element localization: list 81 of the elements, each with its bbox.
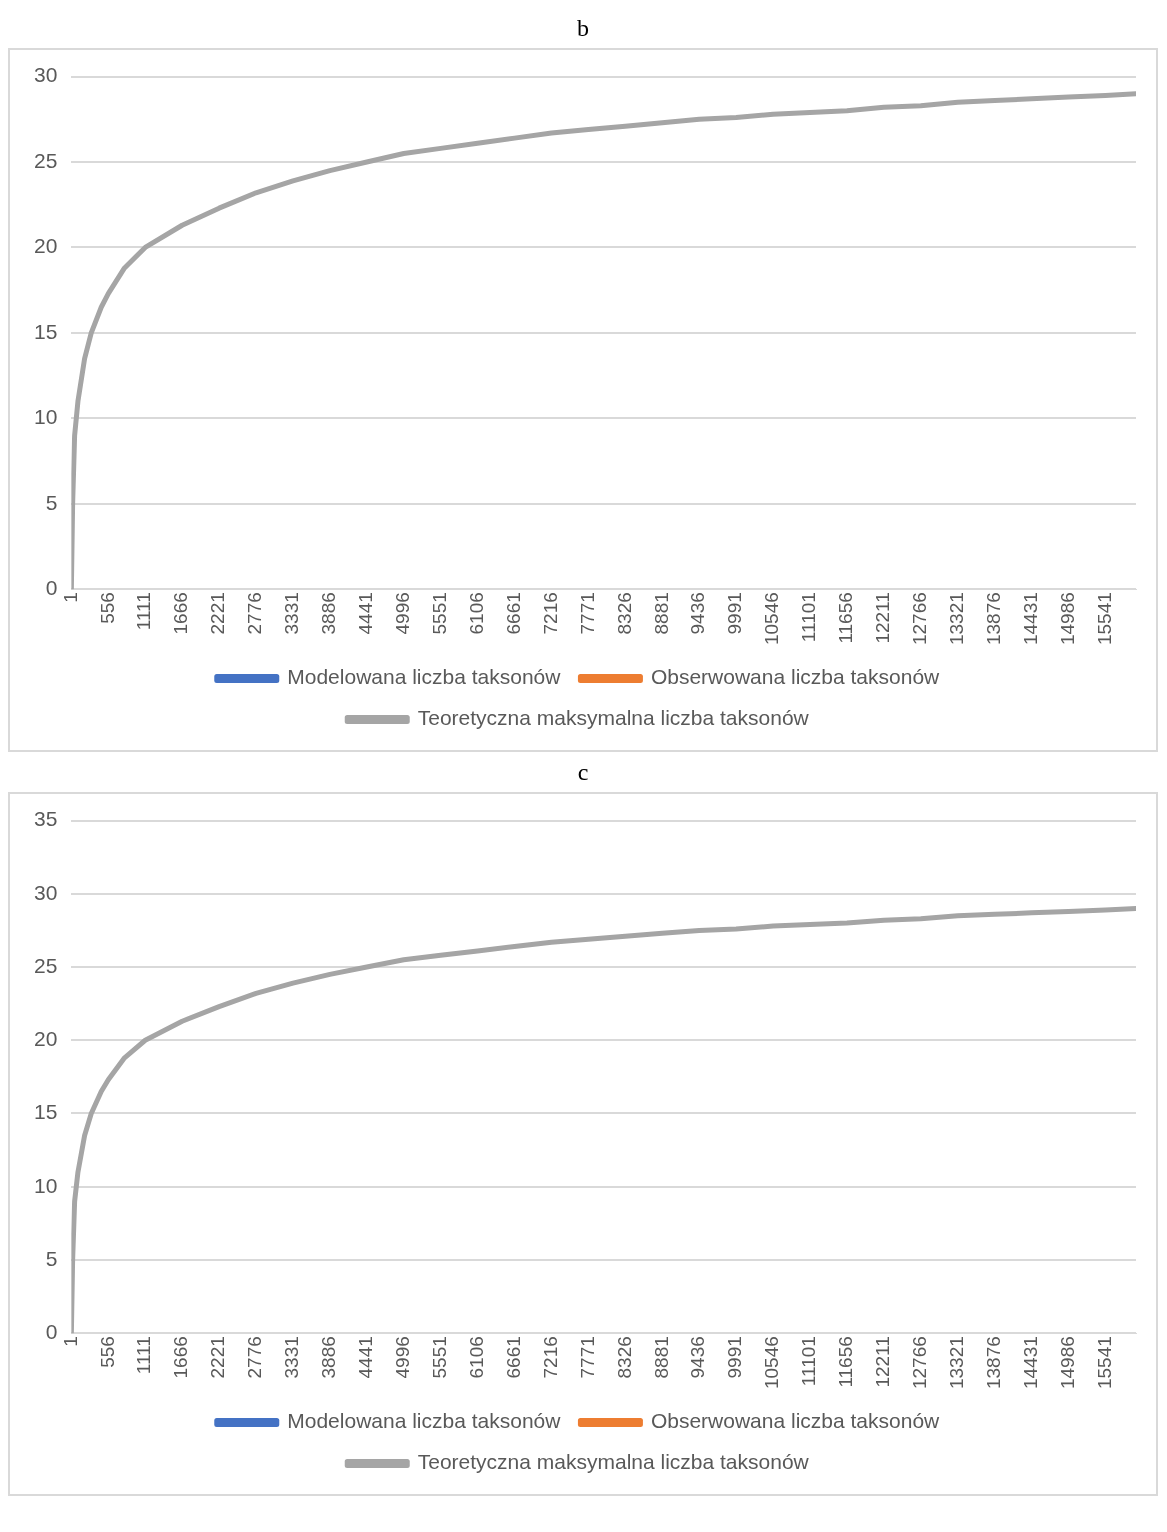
x-tick-label: 10546: [761, 1336, 783, 1390]
x-tick-label: 12766: [909, 592, 931, 646]
x-tick-label: 1: [59, 592, 81, 603]
x-tick-label: 1111: [133, 1336, 155, 1375]
x-tick-label: 11101: [798, 592, 820, 643]
x-tick-label: 9991: [724, 592, 746, 635]
x-tick-label: 15541: [1093, 592, 1115, 646]
x-tick-label: 6661: [502, 1336, 524, 1379]
x-tick-label: 14431: [1019, 592, 1041, 646]
x-tick-label: 11656: [835, 592, 857, 644]
y-tick-label: 15: [34, 319, 58, 343]
legend-label: Modelowana liczba taksonów: [287, 665, 562, 689]
x-tick-label: 3886: [318, 1336, 340, 1379]
x-tick-label: 9991: [724, 1336, 746, 1379]
x-tick-label: 5551: [428, 592, 450, 635]
x-tick-label: 14986: [1056, 1336, 1078, 1390]
x-tick-label: 10546: [761, 592, 783, 646]
y-tick-label: 30: [34, 880, 58, 904]
x-tick-label: 8881: [650, 592, 672, 635]
x-tick-label: 4996: [391, 592, 413, 635]
x-tick-label: 8326: [613, 592, 635, 635]
x-tick-label: 3331: [281, 1336, 303, 1379]
y-tick-label: 5: [45, 490, 58, 514]
x-tick-label: 13876: [982, 592, 1004, 646]
legend-label: Obserwowana liczba taksonów: [650, 665, 941, 689]
x-tick-label: 6661: [502, 592, 524, 635]
y-tick-label: 10: [34, 1173, 58, 1197]
x-tick-label: 12766: [909, 1336, 931, 1390]
x-tick-label: 11101: [798, 1336, 820, 1387]
x-tick-label: 13321: [945, 1336, 967, 1390]
x-tick-label: 4441: [355, 592, 377, 635]
x-tick-label: 14431: [1019, 1336, 1041, 1390]
y-tick-label: 10: [34, 405, 58, 429]
x-tick-label: 6106: [465, 592, 487, 635]
legend-label: Teoretyczna maksymalna liczba taksonów: [417, 706, 810, 730]
y-tick-label: 5: [45, 1246, 58, 1270]
x-tick-label: 1111: [133, 592, 155, 631]
x-tick-label: 556: [96, 592, 118, 624]
x-tick-label: 4441: [355, 1336, 377, 1379]
x-tick-label: 2776: [244, 592, 266, 635]
x-tick-label: 9436: [687, 1336, 709, 1379]
x-tick-label: 556: [96, 1336, 118, 1368]
x-tick-label: 2776: [244, 1336, 266, 1379]
x-tick-label: 7216: [539, 1336, 561, 1379]
x-tick-label: 3331: [281, 592, 303, 635]
x-tick-label: 1666: [170, 1336, 192, 1379]
y-tick-label: 0: [45, 1319, 58, 1343]
x-tick-label: 1666: [170, 592, 192, 635]
y-tick-label: 20: [34, 234, 58, 258]
y-tick-label: 20: [34, 1027, 58, 1051]
x-tick-label: 14986: [1056, 592, 1078, 646]
y-tick-label: 35: [34, 807, 58, 831]
x-tick-label: 1: [59, 1336, 81, 1347]
legend-label: Modelowana liczba taksonów: [287, 1409, 562, 1433]
chart-title: b: [576, 14, 590, 43]
x-tick-label: 3886: [318, 592, 340, 635]
y-tick-label: 25: [34, 148, 58, 172]
x-tick-label: 6106: [465, 1336, 487, 1379]
x-tick-label: 12211: [872, 1336, 894, 1388]
x-tick-label: 4996: [391, 1336, 413, 1379]
x-tick-label: 9436: [687, 592, 709, 635]
x-tick-label: 8326: [613, 1336, 635, 1379]
x-tick-label: 7771: [576, 592, 598, 635]
legend-label: Obserwowana liczba taksonów: [650, 1409, 941, 1433]
x-tick-label: 13321: [945, 592, 967, 646]
x-tick-label: 13876: [982, 1336, 1004, 1390]
x-tick-label: 8881: [650, 1336, 672, 1379]
x-tick-label: 2221: [207, 1336, 229, 1379]
y-tick-label: 0: [45, 575, 58, 599]
x-tick-label: 5551: [428, 1336, 450, 1379]
y-tick-label: 25: [34, 953, 58, 977]
y-tick-label: 30: [34, 63, 58, 87]
y-tick-label: 15: [34, 1100, 58, 1124]
x-tick-label: 12211: [872, 592, 894, 644]
x-tick-label: 11656: [835, 1336, 857, 1388]
x-tick-label: 2221: [207, 592, 229, 635]
legend-label: Teoretyczna maksymalna liczba taksonów: [417, 1450, 810, 1474]
x-tick-label: 15541: [1093, 1336, 1115, 1390]
x-tick-label: 7771: [576, 1336, 598, 1379]
x-tick-label: 7216: [539, 592, 561, 635]
chart-title: c: [576, 758, 590, 787]
